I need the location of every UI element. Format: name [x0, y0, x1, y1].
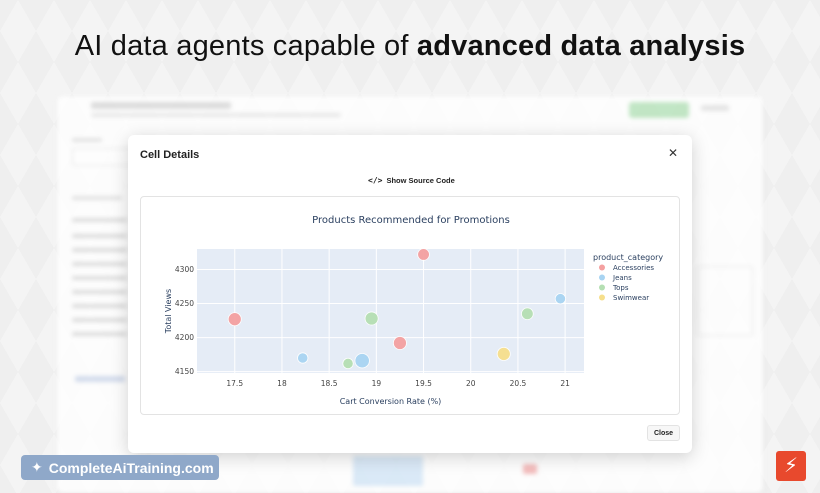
- legend-marker: [599, 264, 605, 271]
- y-axis-label: Total Views: [164, 289, 173, 334]
- chart-title: Products Recommended for Promotions: [312, 215, 510, 226]
- legend-entry: Accessories: [613, 264, 654, 272]
- legend-marker: [599, 294, 605, 301]
- legend-title: product_category: [593, 253, 663, 262]
- data-point-accessories: [392, 336, 407, 350]
- data-point-jeans: [297, 352, 309, 364]
- brand-text: CompleteAiTraining.com: [48, 459, 214, 476]
- sparkle-icon: ✦: [31, 459, 43, 475]
- legend-entry: Jeans: [612, 274, 632, 282]
- headline-bold: advanced data analysis: [416, 30, 746, 62]
- y-tick-label: 4200: [175, 333, 194, 342]
- y-tick-label: 4150: [175, 367, 194, 376]
- close-icon[interactable]: ✕: [667, 146, 679, 160]
- brand-watermark: ✦ CompleteAiTraining.com: [21, 455, 219, 480]
- headline: AI data agents capable of advanced data …: [0, 30, 820, 63]
- x-tick-label: 21: [560, 379, 570, 388]
- data-point-jeans: [354, 353, 370, 369]
- x-tick-label: 20.5: [510, 379, 527, 388]
- data-point-swimwear: [496, 346, 511, 361]
- data-point-tops: [342, 357, 354, 370]
- data-point-accessories: [227, 312, 242, 327]
- legend-entry: Tops: [612, 284, 629, 292]
- scatter-chart: 17.5 18 18.5 19 19.5 20 20.5 21 4150 4200 4250 4300…: [164, 215, 663, 406]
- x-tick-label: 19.5: [415, 379, 432, 388]
- legend-entry: Swimwear: [613, 294, 649, 302]
- legend-marker: [599, 274, 605, 281]
- x-tick-label: 18: [277, 379, 287, 388]
- data-point-tops: [521, 307, 534, 321]
- x-axis-label: Cart Conversion Rate (%): [340, 397, 442, 406]
- x-tick-label: 17.5: [226, 379, 243, 388]
- y-tick-label: 4250: [175, 299, 194, 308]
- show-source-code-button[interactable]: </> Show Source Code: [368, 173, 455, 187]
- legend-marker: [599, 284, 605, 291]
- show-source-code-label: Show Source Code: [386, 175, 455, 185]
- data-point-jeans: [554, 293, 567, 305]
- code-icon: </>: [368, 175, 383, 185]
- lightning-logo-icon: ⚡: [776, 451, 806, 481]
- chart-container: 17.5 18 18.5 19 19.5 20 20.5 21 4150 4200 4250 4300…: [140, 196, 680, 415]
- y-tick-label: 4300: [175, 265, 194, 274]
- data-point-accessories: [417, 248, 430, 261]
- x-tick-label: 18.5: [321, 379, 338, 388]
- close-button[interactable]: Close: [647, 425, 680, 441]
- cell-details-modal: Cell Details ✕ </> Show Source Code 17.5…: [128, 135, 692, 453]
- x-tick-label: 19: [372, 379, 382, 388]
- modal-title: Cell Details: [140, 149, 200, 161]
- headline-regular: AI data agents capable of: [74, 30, 417, 62]
- data-point-tops: [364, 311, 379, 326]
- x-tick-label: 20: [466, 379, 476, 388]
